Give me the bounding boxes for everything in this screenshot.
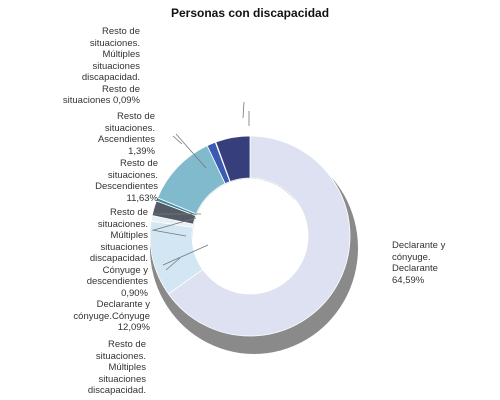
leader-line — [165, 257, 181, 271]
pie-slice — [167, 135, 351, 337]
leader-line — [172, 135, 183, 145]
slice-label: Declarante y cónyuge. Declarante 64,59% — [392, 240, 446, 286]
slice-label: Resto de situaciones. Descendientes 11,6… — [95, 158, 158, 204]
donut-hole — [192, 178, 308, 294]
leader-line — [175, 133, 207, 169]
leader-line — [151, 229, 187, 237]
slice-label: Declarante y cónyuge.Cónyuge 12,09% — [73, 299, 150, 333]
leader-line — [162, 244, 209, 266]
slice-label: Resto de situaciones. Ascendientes 1,39% — [97, 111, 155, 157]
slice-label: Resto de situaciones. Múltiples situacio… — [86, 207, 148, 299]
chart-title: Personas con discapacidad — [170, 6, 330, 20]
leader-line — [153, 217, 197, 231]
leader-line — [242, 101, 245, 119]
pie-slice — [215, 135, 251, 183]
slice-label: Resto de situaciones. Múltiples situacio… — [62, 26, 140, 106]
slice-label: Resto de situaciones. Múltiples situacio… — [87, 339, 146, 396]
